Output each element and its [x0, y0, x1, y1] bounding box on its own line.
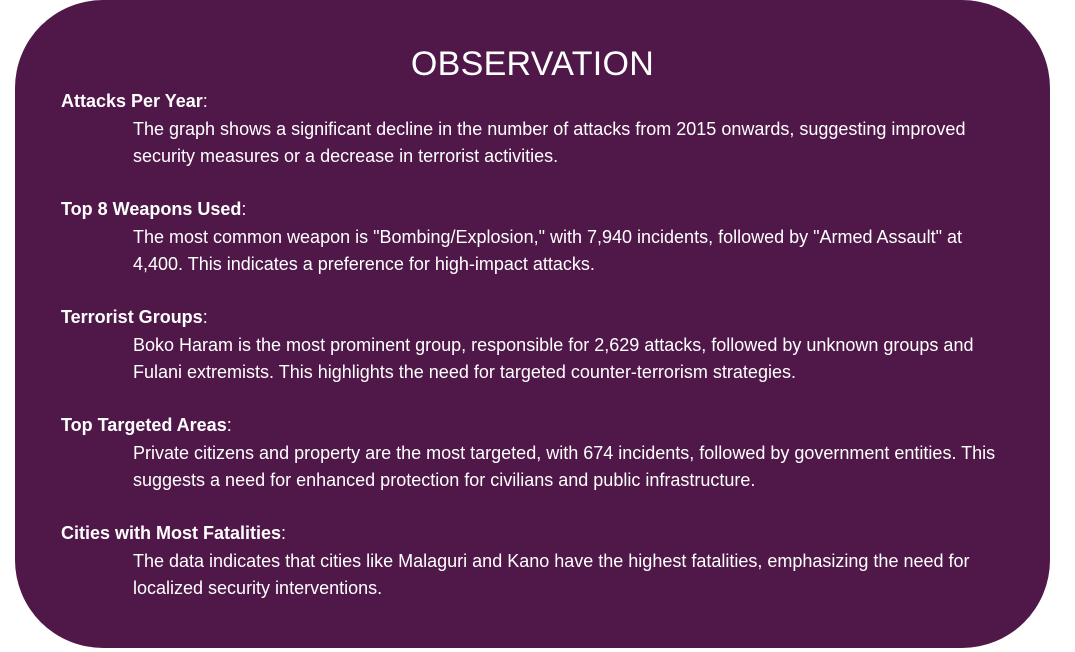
heading-colon: : — [202, 307, 208, 327]
heading-colon: : — [281, 523, 287, 543]
section-heading-label: Top Targeted Areas — [61, 415, 227, 435]
section-body: The data indicates that cities like Mala… — [133, 551, 970, 598]
section-body: The graph shows a significant decline in… — [133, 119, 966, 166]
section-heading-label: Cities with Most Fatalities — [61, 523, 282, 543]
section-heading: Cities with Most Fatalities: — [61, 521, 1021, 545]
heading-colon: : — [202, 91, 208, 111]
section-heading: Attacks Per Year: — [61, 89, 1021, 113]
section-terrorist-groups: Terrorist Groups: Boko Haram is the most… — [61, 305, 1021, 386]
section-body: Private citizens and property are the mo… — [133, 443, 996, 490]
section-body: The most common weapon is "Bombing/Explo… — [133, 227, 962, 274]
section-heading: Terrorist Groups: — [61, 305, 1021, 329]
section-heading-label: Terrorist Groups — [61, 307, 203, 327]
card-title: OBSERVATION — [410, 45, 655, 83]
section-cities-fatalities: Cities with Most Fatalities: The data in… — [61, 521, 1021, 602]
section-attacks-per-year: Attacks Per Year: The graph shows a sign… — [61, 89, 1021, 170]
observation-card: OBSERVATION Attacks Per Year: The graph … — [15, 0, 1050, 648]
heading-colon: : — [241, 199, 247, 219]
section-heading: Top 8 Weapons Used: — [61, 197, 1021, 221]
section-heading-label: Top 8 Weapons Used — [61, 199, 242, 219]
section-top-targeted-areas: Top Targeted Areas: Private citizens and… — [61, 413, 1021, 494]
heading-colon: : — [226, 415, 232, 435]
section-heading-label: Attacks Per Year — [61, 91, 203, 111]
section-top-weapons: Top 8 Weapons Used: The most common weap… — [61, 197, 1021, 278]
section-heading: Top Targeted Areas: — [61, 413, 1021, 437]
section-body: Boko Haram is the most prominent group, … — [133, 335, 974, 382]
observation-sections: Attacks Per Year: The graph shows a sign… — [61, 89, 1021, 629]
